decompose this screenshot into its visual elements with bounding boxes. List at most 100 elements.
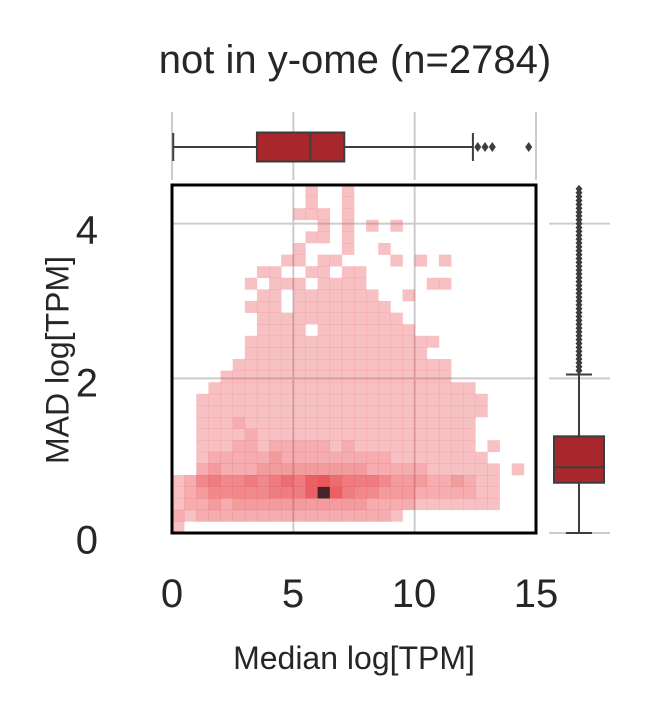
heatmap-bin [390, 312, 403, 325]
heatmap-bin [414, 417, 428, 429]
heatmap-bin [463, 451, 476, 464]
heatmap-bin [390, 219, 403, 232]
heatmap-bin [402, 428, 415, 441]
heatmap-bin [341, 440, 355, 453]
heatmap-bin [317, 509, 331, 522]
heatmap-bin [269, 428, 282, 441]
heatmap-bin [256, 266, 270, 279]
heatmap-bin [366, 312, 379, 325]
heatmap-bin [378, 440, 391, 453]
heatmap-bin [232, 370, 246, 383]
heatmap-bin [426, 370, 440, 383]
heatmap-bin [329, 289, 343, 302]
heatmap-bin [293, 393, 306, 406]
heatmap-bin [414, 347, 428, 360]
heatmap-bin [269, 486, 282, 499]
heatmap-bin [329, 347, 343, 360]
x-tick-label: 0 [160, 572, 184, 616]
heatmap-bin [329, 301, 343, 313]
heatmap-bin [390, 335, 403, 348]
heatmap-bin [269, 451, 282, 464]
heatmap-bin [293, 208, 306, 221]
heatmap-bin [354, 266, 367, 279]
heatmap-bin [390, 475, 403, 487]
heatmap-bin [366, 417, 379, 429]
heatmap-bin [390, 370, 403, 383]
heatmap-bin [172, 509, 185, 522]
heatmap-bin [269, 312, 282, 325]
heatmap-bin [451, 417, 464, 429]
x-axis-label: Median log[TPM] [233, 640, 475, 676]
heatmap-bin [220, 382, 233, 395]
heatmap-bin [305, 463, 318, 476]
heatmap-bin [475, 463, 488, 476]
heatmap-bin [354, 405, 367, 418]
heatmap-bin [269, 370, 282, 383]
heatmap-bin [208, 428, 221, 441]
heatmap-bin [341, 475, 355, 487]
heatmap-bin [196, 509, 209, 522]
heatmap-bin [341, 370, 355, 383]
heatmap-bin [244, 428, 258, 441]
heatmap-bin [341, 208, 355, 221]
heatmap-bin [220, 451, 233, 464]
heatmap-bin [305, 347, 318, 360]
heatmap-bin [293, 463, 306, 476]
heatmap-bin [220, 417, 233, 429]
heatmap-bin [378, 301, 391, 313]
heatmap-bin [281, 393, 294, 406]
heatmap-bin [184, 498, 197, 511]
heatmap-bin [317, 231, 331, 244]
heatmap-bin [256, 289, 270, 302]
heatmap-bin [305, 405, 318, 418]
heatmap-bin [256, 498, 270, 511]
heatmap-bin [305, 359, 318, 371]
heatmap-bin [487, 498, 500, 511]
heatmap-bin [256, 417, 270, 429]
heatmap-bin [305, 196, 318, 209]
heatmap-bin [269, 405, 282, 418]
heatmap-bin [317, 289, 331, 302]
heatmap-bin [232, 428, 246, 441]
heatmap-bin [232, 451, 246, 464]
y-box-outlier [575, 184, 583, 193]
heatmap-bin [208, 509, 221, 522]
heatmap-bin [438, 498, 452, 511]
heatmap-bin [256, 405, 270, 418]
heatmap-bin [414, 428, 428, 441]
heatmap-bin [293, 324, 306, 337]
heatmap-bin [305, 440, 318, 453]
heatmap-bin [220, 509, 233, 522]
heatmap-bin [269, 440, 282, 453]
plot-frame [170, 183, 538, 535]
heatmap-bin [256, 486, 270, 499]
heatmap-bin [232, 440, 246, 453]
heatmap-bin [317, 208, 331, 221]
heatmap-bin [378, 347, 391, 360]
heatmap-bin [293, 301, 306, 313]
heatmap-bin [378, 405, 391, 418]
heatmap-bin [244, 509, 258, 522]
heatmap-bin [208, 475, 221, 487]
heatmap-bin [426, 428, 440, 441]
x-tick-label: 10 [391, 572, 437, 616]
heatmap-bin [341, 185, 355, 197]
heatmap-bins [172, 185, 525, 534]
heatmap-bin [378, 428, 391, 441]
heatmap-bin [172, 498, 185, 511]
heatmap-bin [402, 463, 415, 476]
heatmap-bin [269, 347, 282, 360]
heatmap-bin [451, 393, 464, 406]
heatmap-bin [244, 486, 258, 499]
heatmap-bin [232, 382, 246, 395]
heatmap-bin [426, 486, 440, 499]
heatmap-bin [366, 219, 379, 232]
heatmap-bin [341, 243, 355, 255]
heatmap-bin [184, 509, 197, 522]
heatmap-bin [341, 359, 355, 371]
heatmap-bin [354, 428, 367, 441]
heatmap-bin [463, 440, 476, 453]
heatmap-bin [463, 393, 476, 406]
heatmap-bin [281, 405, 294, 418]
heatmap-bin [293, 509, 306, 522]
